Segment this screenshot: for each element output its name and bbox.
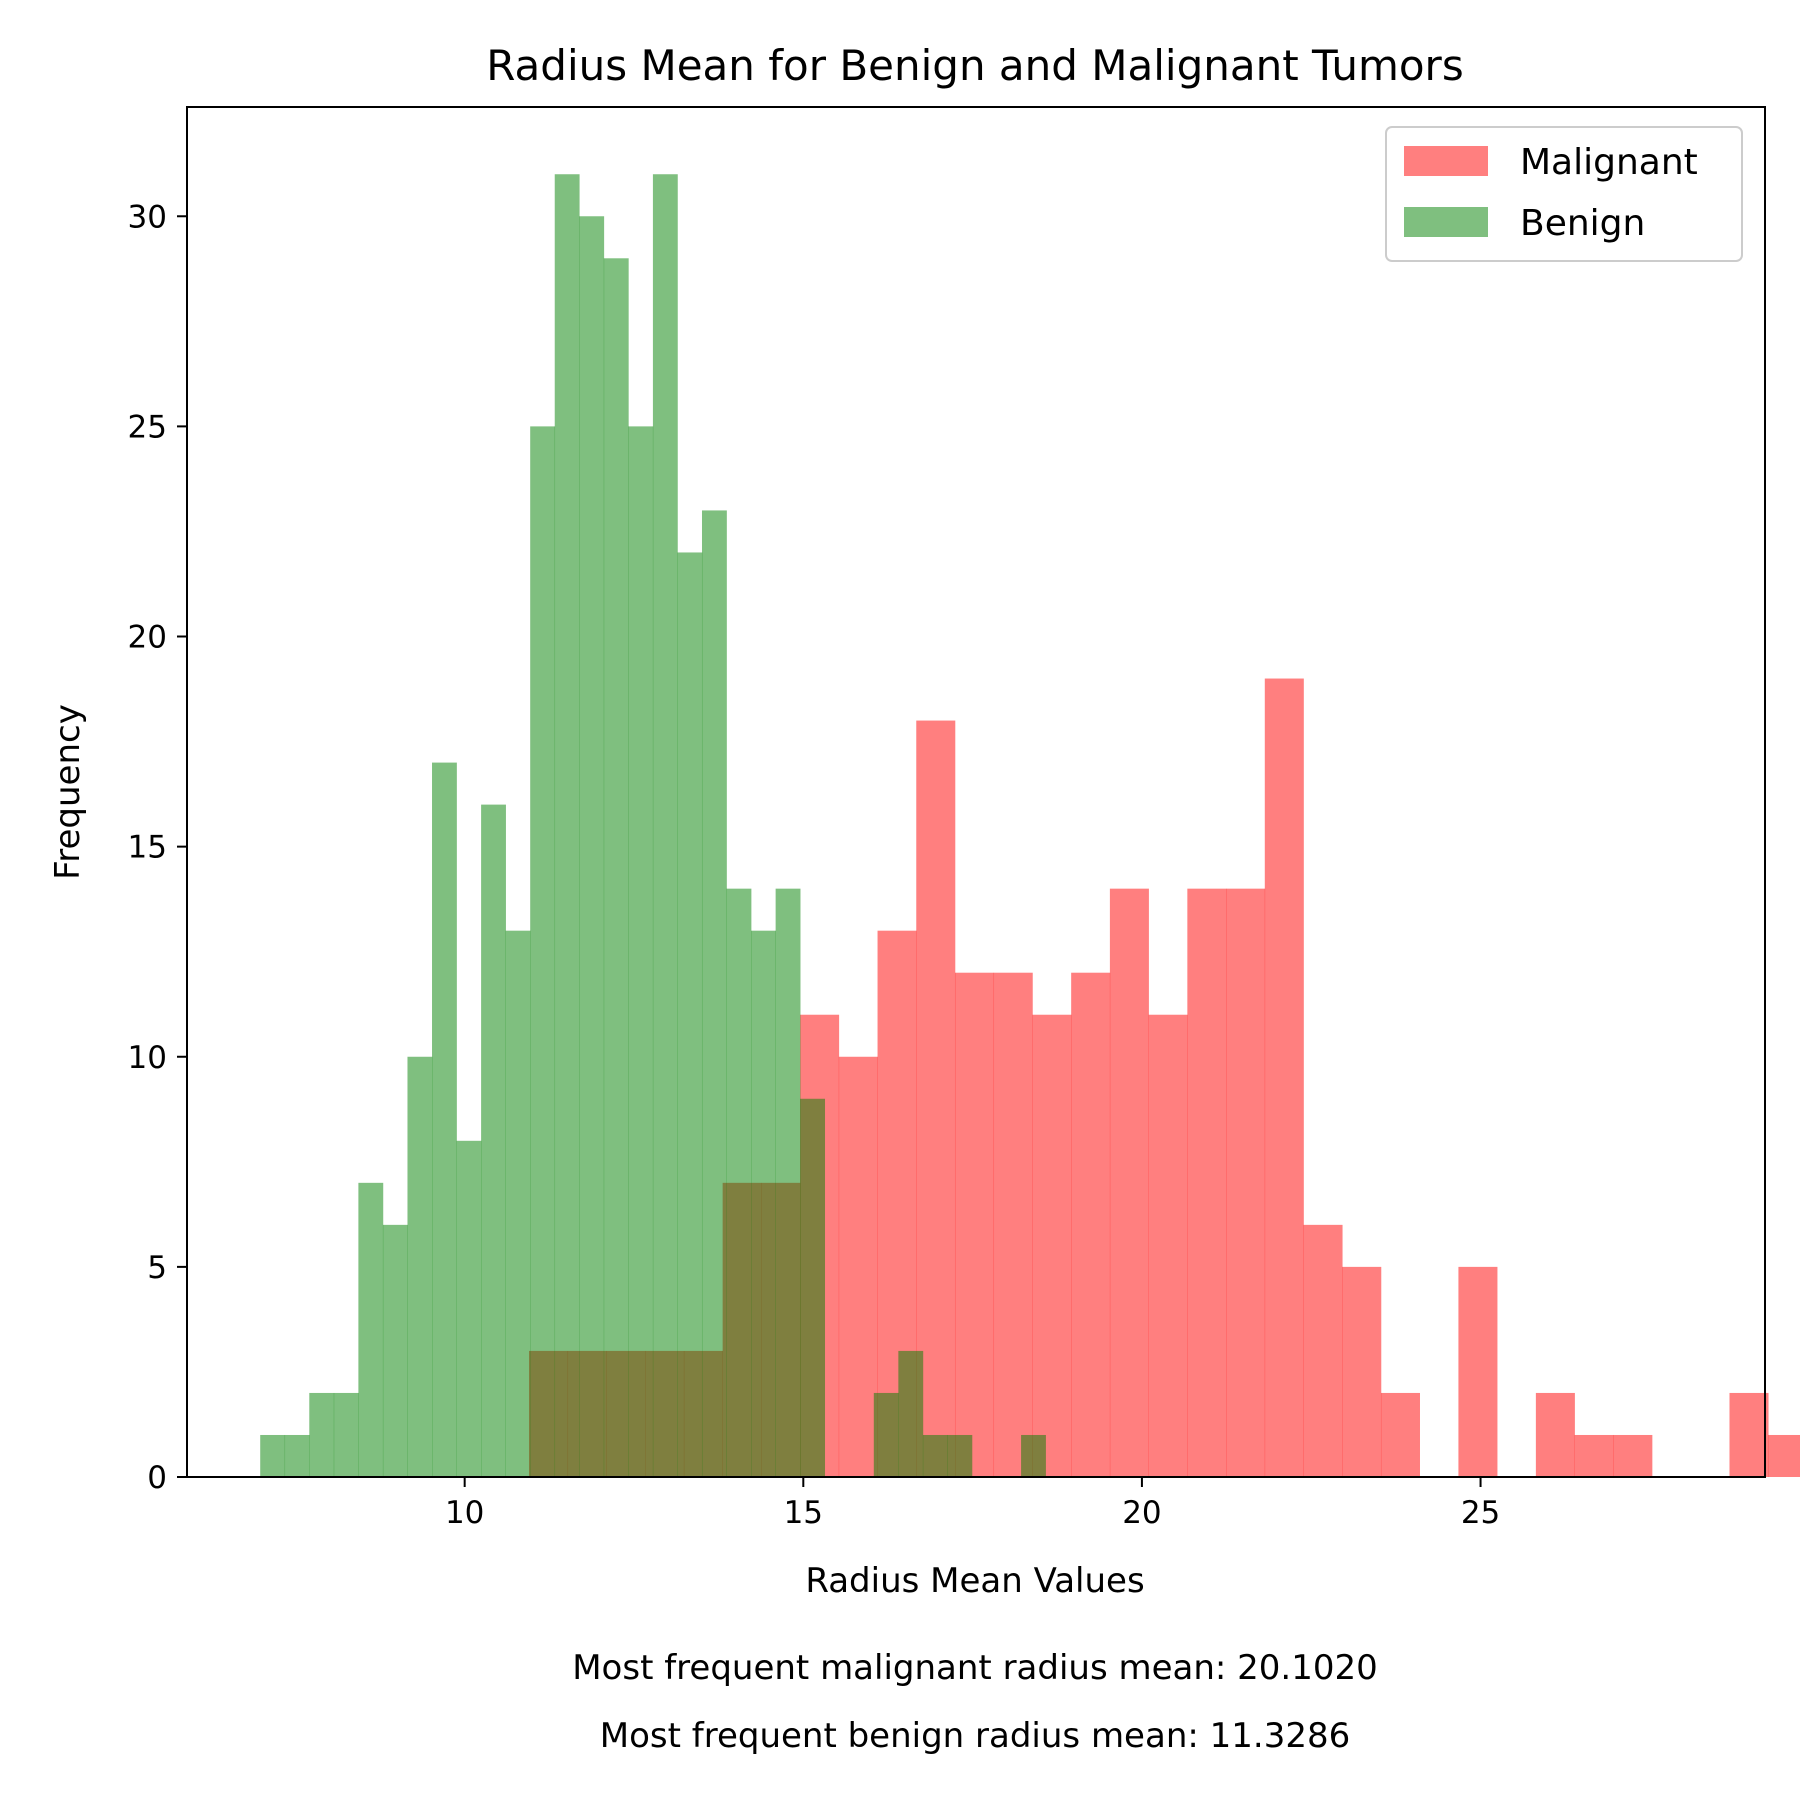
benign-bar xyxy=(677,552,703,1477)
malignant-bar xyxy=(1613,1434,1653,1477)
benign-bar xyxy=(701,510,727,1478)
malignant-bar xyxy=(1187,888,1227,1477)
x-tick-label: 25 xyxy=(1461,1495,1500,1531)
x-tick-label: 15 xyxy=(784,1495,823,1531)
benign-bar xyxy=(603,258,629,1477)
x-axis-label: Radius Mean Values xyxy=(805,1561,1144,1601)
benign-bar xyxy=(407,1056,433,1477)
benign-bar xyxy=(432,762,457,1477)
benign-bar xyxy=(922,1434,948,1477)
malignant-mode-note: Most frequent malignant radius mean: 20.… xyxy=(572,1648,1378,1688)
malignant-bar xyxy=(993,972,1033,1477)
benign-bar xyxy=(358,1182,384,1477)
x-tick-label: 20 xyxy=(1122,1495,1161,1531)
y-tick-label: 30 xyxy=(128,199,167,235)
malignant-bar xyxy=(1535,1392,1575,1477)
benign-bar xyxy=(947,1434,973,1477)
malignant-bar xyxy=(954,972,995,1477)
axes-layer: 10 15 20 25 0 5 10 15 20 25 30 xyxy=(128,199,1501,1531)
y-tick-label: 5 xyxy=(147,1250,167,1286)
malignant-bar xyxy=(1226,888,1266,1477)
benign-bar xyxy=(333,1392,359,1477)
malignant-bar xyxy=(1768,1434,1800,1477)
benign-bar xyxy=(775,888,801,1477)
malignant-bar xyxy=(1148,1014,1188,1477)
y-tick-label: 25 xyxy=(128,409,167,445)
malignant-bar xyxy=(1342,1266,1382,1477)
benign-bar xyxy=(873,1392,899,1477)
malignant-bar xyxy=(1458,1266,1498,1477)
malignant-bar xyxy=(1071,972,1111,1477)
malignant-bar xyxy=(1032,1014,1072,1477)
benign-bar xyxy=(382,1224,408,1477)
benign-bar xyxy=(260,1434,286,1477)
plot-frame xyxy=(186,106,1766,1478)
legend-label-benign: Benign xyxy=(1520,203,1645,244)
y-tick-label: 0 xyxy=(147,1460,167,1496)
y-tick-label: 15 xyxy=(128,830,167,866)
x-tick-label: 10 xyxy=(445,1495,484,1531)
y-tick-label: 20 xyxy=(128,620,167,656)
benign-bar xyxy=(726,888,752,1477)
y-tick-label: 10 xyxy=(128,1040,167,1076)
benign-bar xyxy=(456,1140,482,1477)
malignant-bar xyxy=(1574,1434,1614,1477)
benign-bar xyxy=(579,216,605,1478)
benign-bar xyxy=(554,174,580,1477)
y-axis-label: Frequency xyxy=(48,704,88,880)
benign-bar xyxy=(530,426,556,1478)
benign-bar xyxy=(652,174,678,1477)
legend: Malignant Benign xyxy=(1385,126,1743,262)
malignant-bar xyxy=(1303,1224,1343,1477)
malignant-bar xyxy=(838,1056,878,1477)
malignant-bar xyxy=(1380,1392,1420,1477)
benign-bar xyxy=(505,930,531,1477)
legend-swatch-benign xyxy=(1404,207,1488,237)
bars-layer xyxy=(260,174,1800,1478)
malignant-bar xyxy=(1729,1392,1769,1477)
benign-bar xyxy=(481,804,506,1477)
benign-bar xyxy=(898,1350,924,1477)
chart-title: Radius Mean for Benign and Malignant Tum… xyxy=(486,41,1463,90)
legend-label-malignant: Malignant xyxy=(1520,142,1698,183)
benign-bar xyxy=(309,1392,335,1477)
benign-mode-note: Most frequent benign radius mean: 11.328… xyxy=(600,1716,1350,1756)
benign-bar xyxy=(628,426,654,1478)
benign-bar xyxy=(1021,1434,1046,1477)
benign-bar xyxy=(751,930,776,1477)
legend-swatch-malignant xyxy=(1404,146,1488,176)
malignant-bar xyxy=(1109,888,1149,1477)
malignant-bar xyxy=(1264,678,1304,1477)
benign-bar xyxy=(800,1098,826,1477)
benign-bar xyxy=(284,1434,310,1477)
